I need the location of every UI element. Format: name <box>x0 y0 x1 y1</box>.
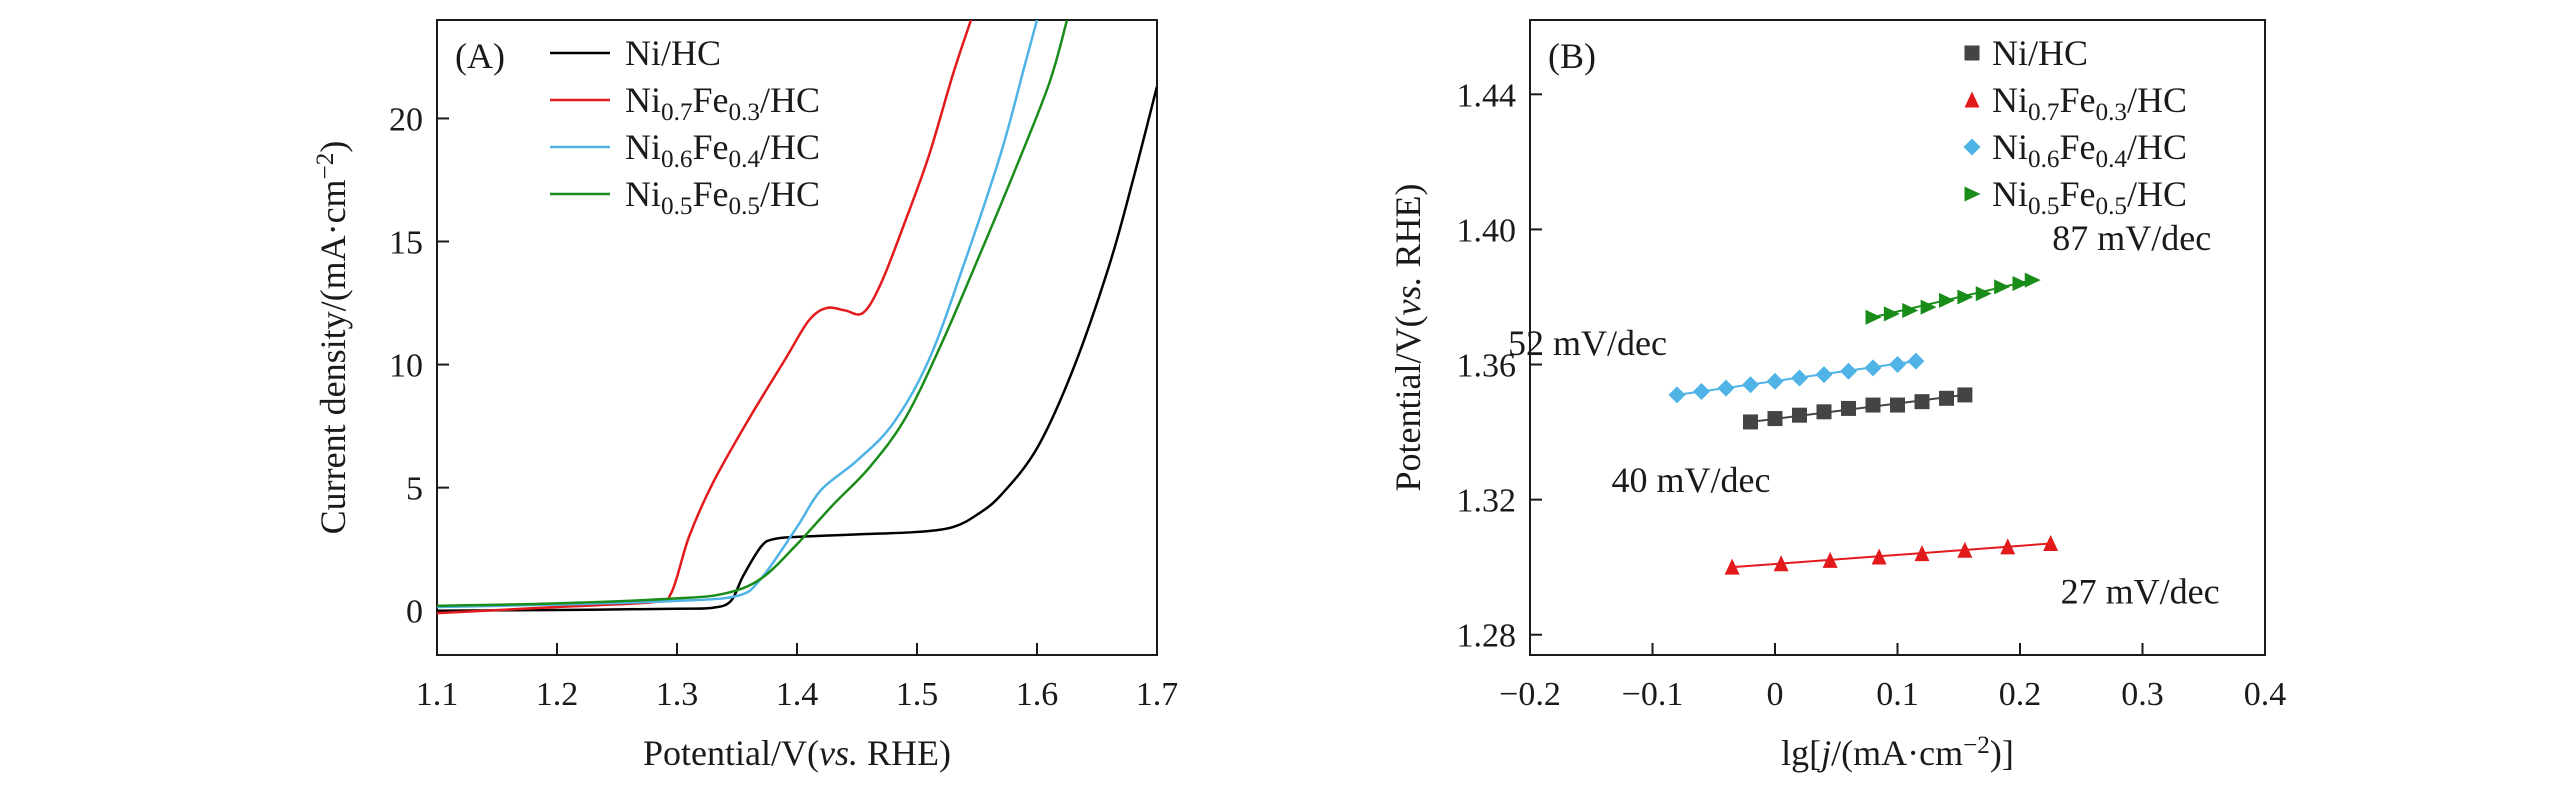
series-line-ni0-5fe0-5-hc <box>437 20 1069 608</box>
x-tick-label-a: 1.7 <box>1136 676 1179 713</box>
y-tick-label-b: 1.40 <box>1457 212 1517 249</box>
y-tick-label-a: 5 <box>406 471 423 508</box>
panel-a: 1.1 1.2 1.3 1.4 1.5 1.6 1.7 0 5 10 15 20 Potential/V… <box>312 19 1179 773</box>
data-point-ni0-5fe0-5-hc <box>1920 299 1937 315</box>
data-point-ni0-7fe0-3-hc <box>2000 538 2016 555</box>
x-tick-label-a: 1.5 <box>896 676 939 713</box>
x-tick-label-b: 0.4 <box>2244 676 2287 713</box>
slope-label-ni0-7fe0-3-hc: 27 mV/dec <box>2061 572 2220 612</box>
data-point-ni0-6fe0-4-hc <box>1742 376 1759 394</box>
data-point-ni0-7fe0-3-hc <box>1914 545 1930 562</box>
data-point-ni0-5fe0-5-hc <box>1957 289 1974 305</box>
data-point-ni0-7fe0-3-hc <box>1957 541 1973 558</box>
legend-marker-ni0-7fe0-3-hc <box>1964 91 1980 108</box>
data-point-ni0-5fe0-5-hc <box>1939 292 1955 308</box>
data-point-ni-hc <box>1865 397 1881 413</box>
data-point-ni0-6fe0-4-hc <box>1907 352 1925 370</box>
legend-marker-ni-hc <box>1964 45 1980 61</box>
x-tick-label-b: 0.2 <box>1999 676 2042 713</box>
legend-label-ni-hc: Ni/HC <box>625 33 721 73</box>
data-point-ni0-6fe0-4-hc <box>1815 366 1833 384</box>
fit-line-ni0-5fe0-5-hc <box>1872 279 2033 319</box>
data-point-ni0-6fe0-4-hc <box>1889 356 1906 374</box>
data-point-ni0-6fe0-4-hc <box>1864 359 1882 377</box>
data-point-ni0-7fe0-3-hc <box>1871 548 1887 565</box>
data-point-ni0-6fe0-4-hc <box>1668 386 1686 404</box>
x-tick-label-a: 1.4 <box>776 676 819 713</box>
data-point-ni0-5fe0-5-hc <box>1883 306 1900 322</box>
legend-marker-ni0-6fe0-4-hc <box>1963 138 1981 156</box>
panel-b: −0.2 −0.1 0 0.1 0.2 0.3 0.4 1.28 1.32 1.36 1.40 1.4… <box>1388 19 2287 773</box>
y-axis-title-b: Potential/V(vs. RHE) <box>1388 184 1428 492</box>
y-tick-label-b: 1.32 <box>1457 483 1517 520</box>
data-point-ni0-5fe0-5-hc <box>1975 286 1992 302</box>
data-point-ni0-5fe0-5-hc <box>1902 302 1919 318</box>
panel-label-a: (A) <box>455 36 505 76</box>
slope-label-ni0-5fe0-5-hc: 87 mV/dec <box>2052 218 2211 258</box>
legend-label-ni-hc: Ni/HC <box>1992 33 2088 73</box>
data-point-ni-hc <box>1743 414 1758 430</box>
data-point-ni-hc <box>1957 387 1973 403</box>
x-tick-label-a: 1.3 <box>656 676 699 713</box>
y-tick-label-a: 10 <box>389 348 423 385</box>
data-point-ni0-6fe0-4-hc <box>1840 362 1857 380</box>
legend-label-ni0-6fe0-4-hc: Ni0.6​Fe0.4​/HC <box>1992 127 2187 173</box>
data-point-ni0-5fe0-5-hc <box>1994 279 2011 295</box>
data-point-ni0-6fe0-4-hc <box>1717 379 1735 397</box>
data-point-ni-hc <box>1816 404 1832 420</box>
x-tick-label-a: 1.6 <box>1016 676 1059 713</box>
series-line-ni-hc <box>437 86 1157 612</box>
data-point-ni0-6fe0-4-hc <box>1766 372 1784 390</box>
legend-label-ni0-7fe0-3-hc: Ni0.7​Fe0.3​/HC <box>1992 80 2187 126</box>
data-point-ni0-6fe0-4-hc <box>1791 369 1808 387</box>
data-point-ni0-7fe0-3-hc <box>1822 551 1838 568</box>
data-point-ni0-6fe0-4-hc <box>1693 383 1710 401</box>
y-tick-label-b: 1.28 <box>1457 618 1517 655</box>
y-tick-label-b: 1.36 <box>1457 348 1517 385</box>
data-point-ni-hc <box>1890 397 1905 413</box>
x-tick-label-b: 0.1 <box>1876 676 1919 713</box>
x-axis-title-b: lg[j/(mA·cm−2​)] <box>1781 732 2014 773</box>
x-tick-label-b: −0.1 <box>1622 676 1684 713</box>
x-axis-title-a: Potential/V(vs. RHE) <box>643 733 951 773</box>
y-tick-label-b: 1.44 <box>1457 77 1517 114</box>
legend-label-ni0-5fe0-5-hc: Ni0.5​Fe0.5​/HC <box>625 174 820 220</box>
y-axis-title-a: Current density/(mA·cm−2​) <box>312 141 353 535</box>
y-tick-label-a: 20 <box>389 101 423 138</box>
x-tick-label-b: −0.2 <box>1499 676 1561 713</box>
y-tick-label-a: 0 <box>406 594 423 631</box>
x-tick-label-b: 0 <box>1767 676 1784 713</box>
data-point-ni0-7fe0-3-hc <box>1724 558 1740 575</box>
data-point-ni-hc <box>1914 394 1930 410</box>
fit-line-ni0-7fe0-3-hc <box>1732 542 2051 569</box>
y-tick-label-a: 15 <box>389 225 423 262</box>
data-point-ni-hc <box>1841 400 1856 416</box>
x-tick-label-a: 1.1 <box>416 676 459 713</box>
x-tick-label-a: 1.2 <box>536 676 579 713</box>
slope-label-ni0-6fe0-4-hc: 52 mV/dec <box>1508 323 1667 363</box>
data-point-ni0-7fe0-3-hc <box>2043 535 2059 552</box>
data-point-ni0-5fe0-5-hc <box>2012 275 2029 291</box>
data-point-ni0-7fe0-3-hc <box>1773 555 1789 572</box>
data-point-ni0-5fe0-5-hc <box>1865 309 1882 325</box>
slope-label-ni-hc: 40 mV/dec <box>1612 460 1771 500</box>
data-point-ni-hc <box>1939 390 1954 406</box>
fit-line-ni-hc <box>1750 393 1966 423</box>
legend-marker-ni0-5fe0-5-hc <box>1964 186 1981 202</box>
x-tick-label-b: 0.3 <box>2121 676 2164 713</box>
data-point-ni-hc <box>1792 407 1807 423</box>
panel-label-b: (B) <box>1548 36 1596 76</box>
data-point-ni-hc <box>1767 411 1783 427</box>
legend-label-ni0-5fe0-5-hc: Ni0.5​Fe0.5​/HC <box>1992 174 2187 220</box>
legend-label-ni0-6fe0-4-hc: Ni0.6​Fe0.4​/HC <box>625 127 820 173</box>
series-line-ni0-6fe0-4-hc <box>437 20 1039 609</box>
legend-label-ni0-7fe0-3-hc: Ni0.7​Fe0.3​/HC <box>625 80 820 126</box>
data-point-ni0-5fe0-5-hc <box>2024 272 2041 288</box>
